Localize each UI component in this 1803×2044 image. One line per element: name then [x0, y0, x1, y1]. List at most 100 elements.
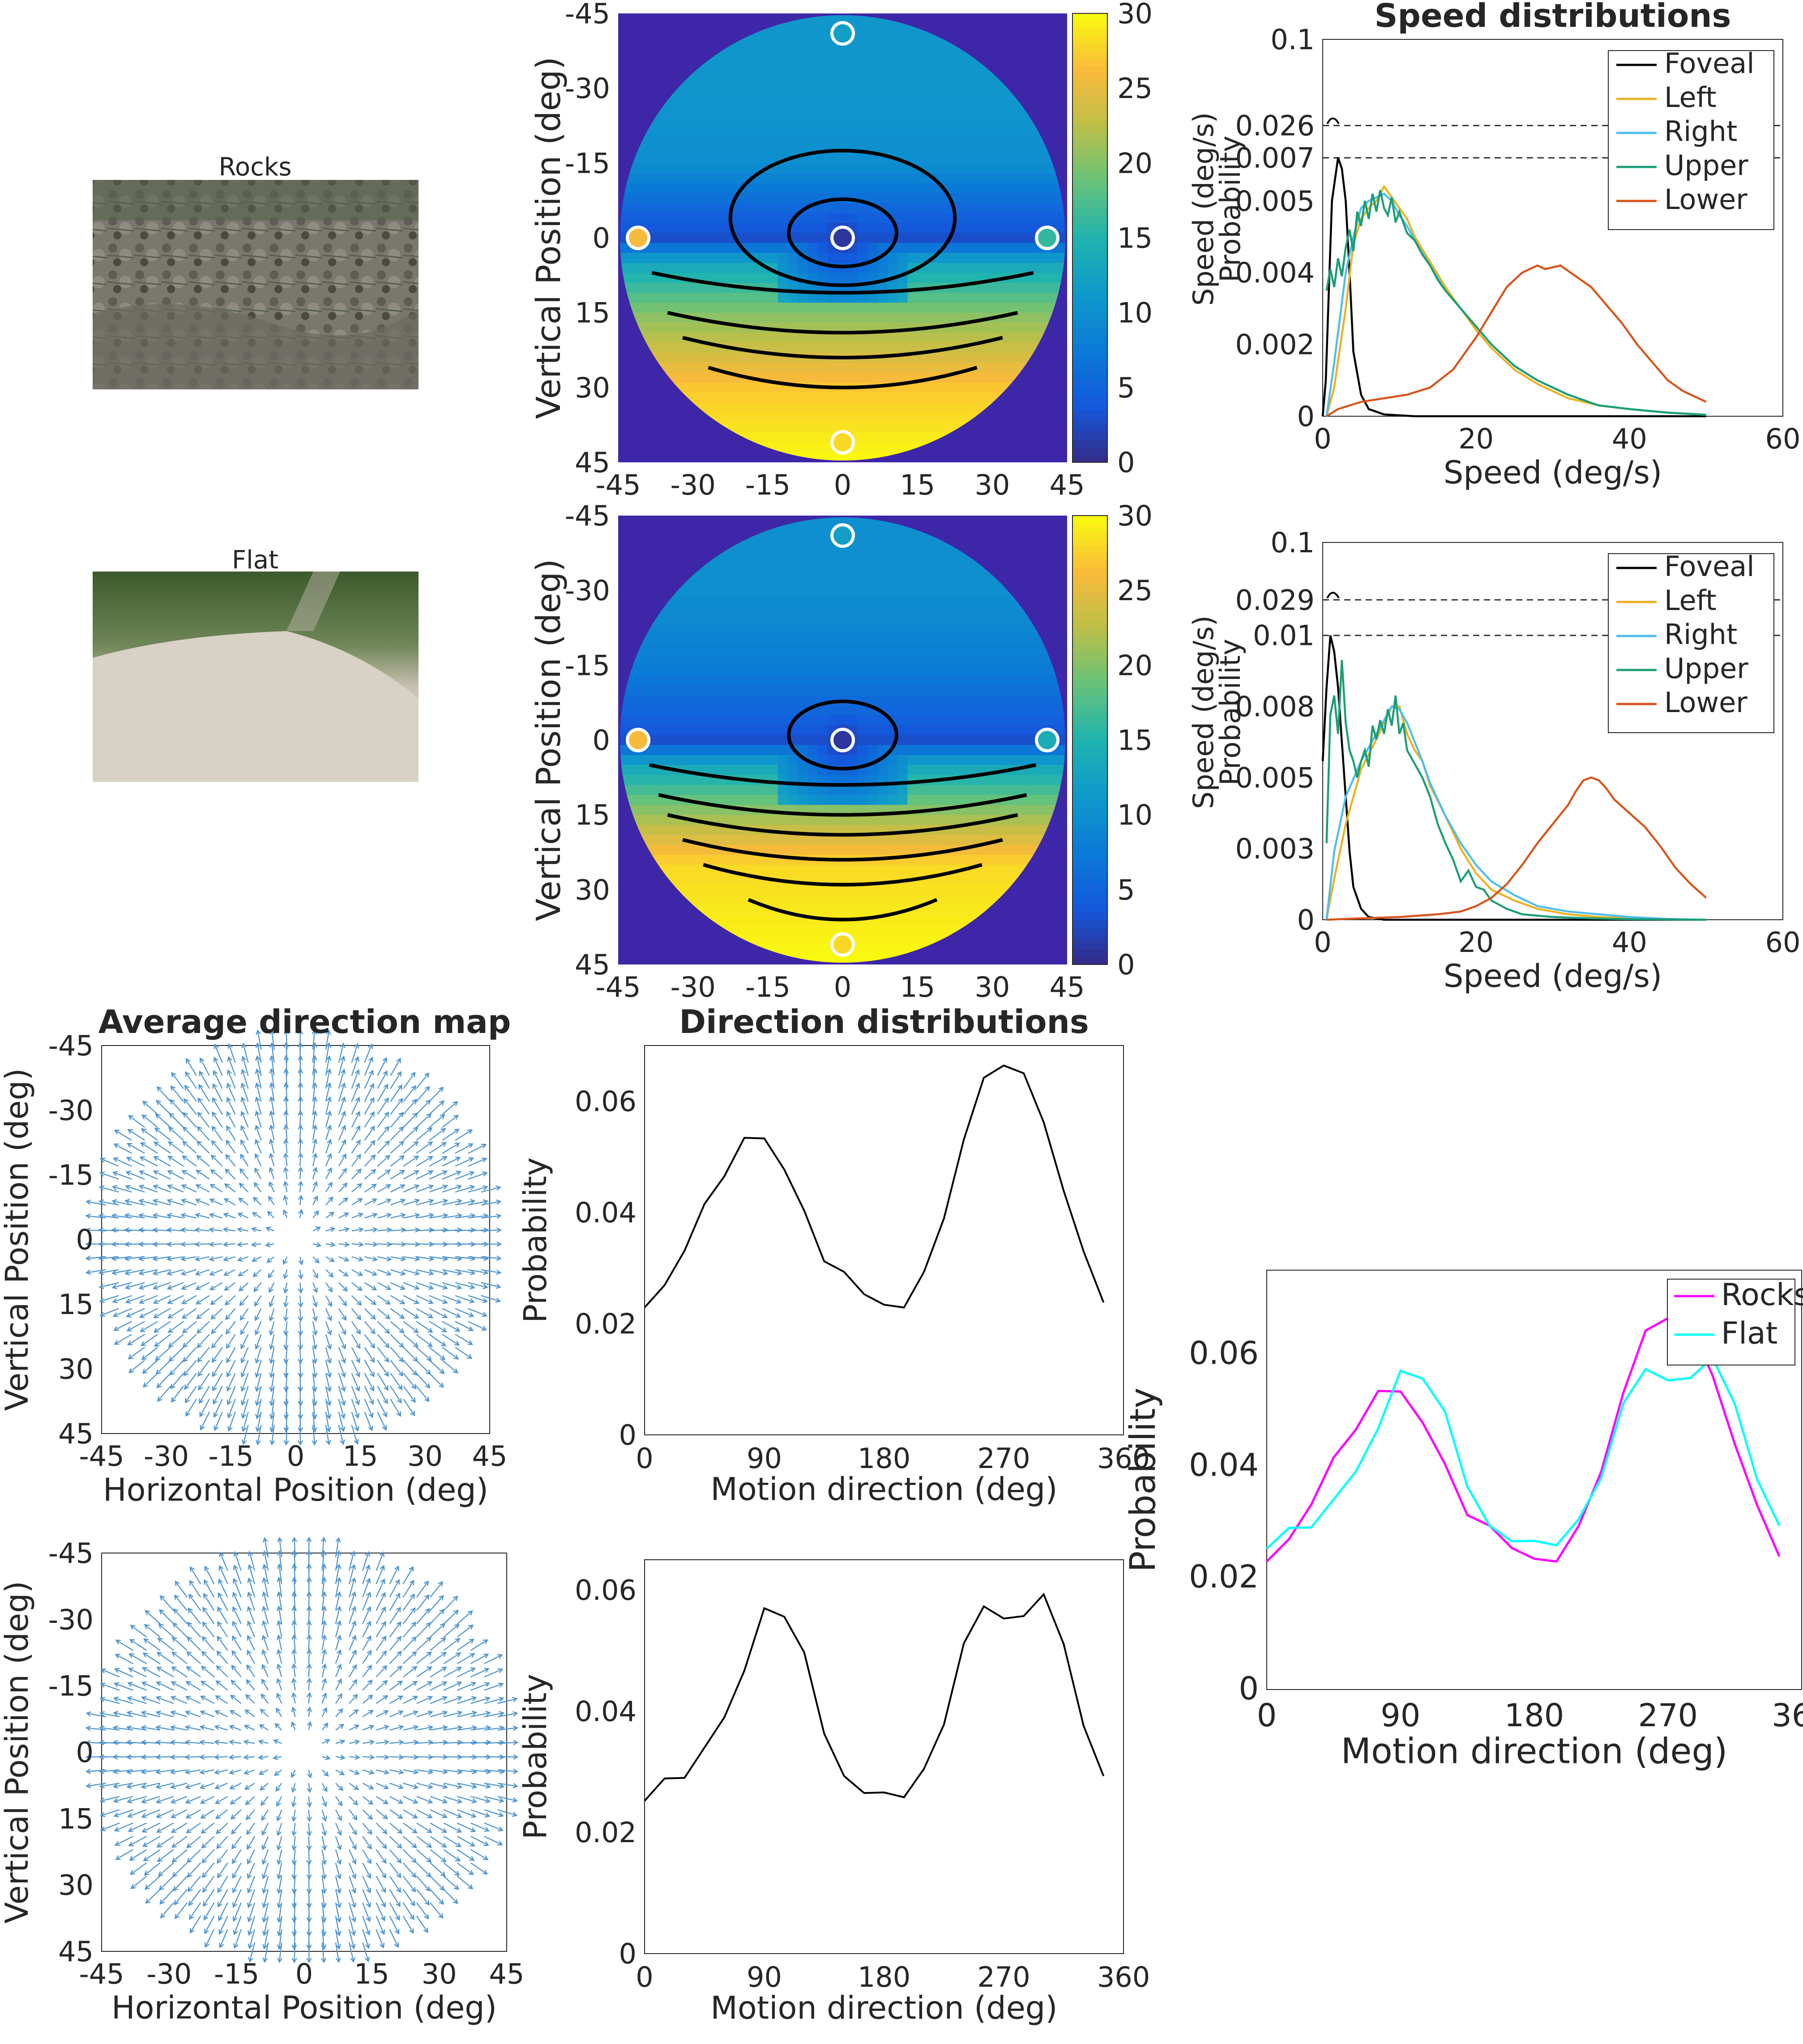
speed-cell — [907, 223, 918, 233]
speed-cell — [897, 914, 908, 925]
y-tick-label: -30 — [565, 72, 610, 105]
speed-cell — [678, 363, 688, 373]
speed-cell — [698, 865, 709, 875]
speed-cell — [887, 333, 898, 343]
speed-cell — [768, 63, 778, 74]
speed-cell — [1027, 815, 1038, 825]
speed-cell — [658, 153, 669, 163]
colorbar-cell — [1072, 73, 1107, 81]
speed-cell — [688, 755, 698, 765]
speed-cell — [748, 392, 758, 403]
speed-cell — [837, 342, 848, 353]
speed-cell — [857, 924, 868, 935]
speed-cell — [758, 635, 768, 646]
speed-cell — [1037, 715, 1048, 725]
speed-cell — [907, 795, 918, 805]
speed-cell — [798, 223, 808, 233]
speed-cell — [847, 53, 858, 64]
speed-cell — [1037, 824, 1048, 835]
speed-cell — [937, 894, 948, 905]
speed-cell — [787, 63, 798, 74]
speed-cell — [1037, 163, 1048, 174]
speed-cell — [897, 293, 908, 303]
speed-cell — [937, 565, 948, 576]
speed-cell — [957, 725, 968, 735]
speed-cell — [857, 363, 868, 373]
speed-cell — [678, 153, 688, 163]
speed-cell — [798, 625, 808, 636]
speed-cell — [867, 845, 878, 855]
speed-cell — [787, 312, 798, 323]
speed-cell — [698, 352, 709, 363]
speed-cell — [897, 725, 908, 735]
speed-cell — [917, 635, 928, 646]
speed-cell — [678, 735, 688, 746]
speed-cell — [927, 725, 938, 735]
speed-cell — [847, 894, 858, 905]
speed-cell — [1027, 223, 1038, 233]
speed-cell — [778, 422, 788, 433]
speed-cell — [987, 293, 998, 303]
speed-cell — [748, 303, 758, 313]
speed-cell — [867, 835, 878, 845]
speed-cell — [1007, 805, 1018, 815]
speed-cell — [887, 625, 898, 636]
speed-cell — [787, 645, 798, 656]
speed-cell — [648, 183, 658, 193]
speed-cell — [917, 392, 928, 403]
speed-cell — [1017, 745, 1028, 755]
speed-cell — [987, 203, 998, 213]
speed-cell — [857, 585, 868, 596]
speed-cell — [967, 252, 978, 263]
speed-cell — [798, 935, 808, 945]
speed-cell — [817, 243, 828, 253]
speed-cell — [648, 123, 658, 134]
speed-cell — [638, 755, 649, 765]
speed-cell — [897, 705, 908, 716]
speed-cell — [987, 233, 998, 243]
speed-cell — [897, 193, 908, 204]
speed-cell — [828, 655, 838, 666]
speed-cell — [708, 183, 718, 193]
speed-cell — [897, 755, 908, 765]
speed-cell — [897, 785, 908, 795]
speed-cell — [967, 785, 978, 795]
speed-cell — [847, 173, 858, 183]
speed-cell — [927, 402, 938, 413]
speed-cell — [917, 382, 928, 393]
speed-cell — [967, 685, 978, 696]
speed-cell — [728, 243, 739, 253]
speed-cell — [718, 785, 728, 795]
speed-cell — [738, 585, 748, 596]
colorbar-cell — [1072, 357, 1107, 366]
speed-cell — [738, 545, 748, 556]
speed-cell — [808, 585, 818, 596]
speed-cell — [798, 243, 808, 253]
speed-cell — [957, 665, 968, 676]
speed-cell — [748, 333, 758, 343]
speed-cell — [857, 342, 868, 353]
speed-cell — [817, 944, 828, 955]
speed-cell — [678, 655, 688, 666]
speed-cell — [817, 575, 828, 586]
speed-cell — [698, 745, 709, 755]
speed-cell — [658, 303, 669, 313]
speed-cell — [897, 93, 908, 104]
speed-cell — [947, 263, 958, 273]
speed-cell — [997, 605, 1008, 616]
speed-cell — [738, 153, 748, 163]
speed-cell — [917, 884, 928, 895]
colorbar-tick-label: 30 — [1117, 499, 1153, 532]
speed-cell — [847, 153, 858, 163]
speed-cell — [768, 303, 778, 313]
speed-cell — [837, 775, 848, 785]
speed-cell — [887, 645, 898, 656]
speed-cell — [987, 865, 998, 875]
speed-cell — [847, 213, 858, 223]
speed-cell — [917, 293, 928, 303]
speed-cell — [877, 103, 888, 114]
colorbar-cell — [1072, 845, 1107, 853]
speed-cell — [798, 675, 808, 686]
speed-cell — [828, 645, 838, 656]
speed-cell — [857, 63, 868, 74]
